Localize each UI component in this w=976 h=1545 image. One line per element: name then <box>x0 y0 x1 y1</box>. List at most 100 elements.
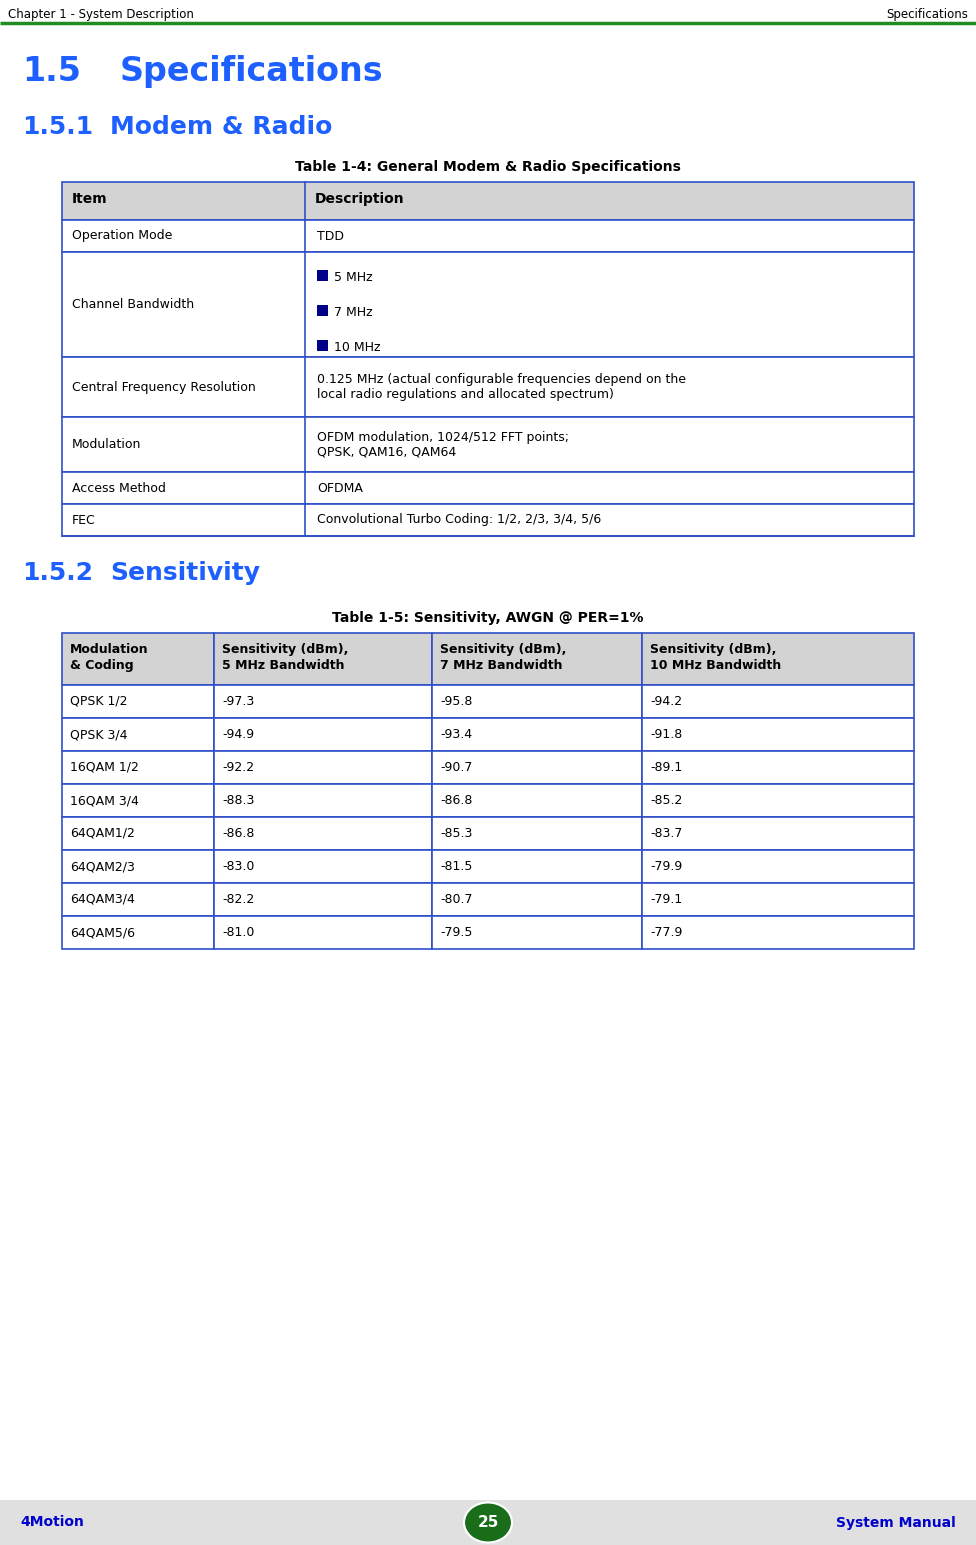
Text: -90.7: -90.7 <box>440 762 472 774</box>
Bar <box>214 850 432 884</box>
Text: Chapter 1 - System Description: Chapter 1 - System Description <box>8 8 194 22</box>
Text: Channel Bandwidth: Channel Bandwidth <box>72 298 194 311</box>
Bar <box>432 633 642 684</box>
Text: Sensitivity: Sensitivity <box>110 561 260 586</box>
Bar <box>214 817 432 850</box>
Text: -83.0: -83.0 <box>222 861 255 873</box>
Bar <box>642 783 914 817</box>
Text: -88.3: -88.3 <box>222 794 255 806</box>
Text: TDD: TDD <box>317 230 344 243</box>
Text: -91.8: -91.8 <box>650 728 682 742</box>
Text: Item: Item <box>72 192 107 205</box>
Bar <box>642 751 914 783</box>
Text: -82.2: -82.2 <box>222 893 255 905</box>
Text: 1.5: 1.5 <box>22 56 81 88</box>
Text: 0.125 MHz (actual configurable frequencies depend on the
local radio regulations: 0.125 MHz (actual configurable frequenci… <box>317 372 686 402</box>
Text: 7 MHz: 7 MHz <box>334 306 373 318</box>
Bar <box>432 718 642 751</box>
Text: Central Frequency Resolution: Central Frequency Resolution <box>72 380 256 394</box>
Text: -81.0: -81.0 <box>222 925 255 939</box>
Bar <box>214 684 432 718</box>
Text: -83.7: -83.7 <box>650 827 682 840</box>
Text: -81.5: -81.5 <box>440 861 472 873</box>
Bar <box>62 916 214 949</box>
Bar <box>62 751 214 783</box>
Text: Specifications: Specifications <box>886 8 968 22</box>
Bar <box>62 817 214 850</box>
Text: Specifications: Specifications <box>120 56 384 88</box>
Text: -85.2: -85.2 <box>650 794 682 806</box>
Text: QPSK 1/2: QPSK 1/2 <box>70 695 128 708</box>
Bar <box>62 182 914 219</box>
Text: -95.8: -95.8 <box>440 695 472 708</box>
Text: QPSK 3/4: QPSK 3/4 <box>70 728 128 742</box>
Bar <box>62 473 914 504</box>
Bar <box>214 916 432 949</box>
Text: Table 1-5: Sensitivity, AWGN @ PER=1%: Table 1-5: Sensitivity, AWGN @ PER=1% <box>332 610 644 626</box>
Bar <box>62 684 214 718</box>
Text: 64QAM3/4: 64QAM3/4 <box>70 893 135 905</box>
Text: -79.9: -79.9 <box>650 861 682 873</box>
Text: 1.5.1: 1.5.1 <box>22 114 93 139</box>
Bar <box>642 850 914 884</box>
Text: -92.2: -92.2 <box>222 762 254 774</box>
Text: Modulation: Modulation <box>72 437 142 451</box>
Bar <box>62 633 214 684</box>
Text: Sensitivity (dBm),
5 MHz Bandwidth: Sensitivity (dBm), 5 MHz Bandwidth <box>222 643 348 672</box>
Bar <box>62 504 914 536</box>
Text: OFDM modulation, 1024/512 FFT points;
QPSK, QAM16, QAM64: OFDM modulation, 1024/512 FFT points; QP… <box>317 431 569 459</box>
Text: Modem & Radio: Modem & Radio <box>110 114 333 139</box>
Text: -94.2: -94.2 <box>650 695 682 708</box>
Ellipse shape <box>464 1502 512 1542</box>
Text: Convolutional Turbo Coding: 1/2, 2/3, 3/4, 5/6: Convolutional Turbo Coding: 1/2, 2/3, 3/… <box>317 513 601 527</box>
Text: Modulation
& Coding: Modulation & Coding <box>70 643 148 672</box>
Bar <box>214 884 432 916</box>
Bar <box>432 817 642 850</box>
Text: 16QAM 1/2: 16QAM 1/2 <box>70 762 139 774</box>
Bar <box>0 1500 976 1545</box>
Bar <box>642 817 914 850</box>
Bar <box>642 718 914 751</box>
Text: 64QAM2/3: 64QAM2/3 <box>70 861 135 873</box>
Bar <box>432 783 642 817</box>
Text: Access Method: Access Method <box>72 482 166 494</box>
Bar <box>432 916 642 949</box>
Bar <box>642 633 914 684</box>
Text: -89.1: -89.1 <box>650 762 682 774</box>
Bar <box>432 850 642 884</box>
Text: -97.3: -97.3 <box>222 695 255 708</box>
Bar <box>432 884 642 916</box>
Bar <box>642 916 914 949</box>
Bar <box>62 783 214 817</box>
Text: Description: Description <box>315 192 405 205</box>
Bar <box>62 884 214 916</box>
Bar <box>317 340 328 351</box>
Text: OFDMA: OFDMA <box>317 482 363 494</box>
Bar <box>62 850 214 884</box>
Text: Sensitivity (dBm),
10 MHz Bandwidth: Sensitivity (dBm), 10 MHz Bandwidth <box>650 643 781 672</box>
Bar <box>62 357 914 417</box>
Text: -94.9: -94.9 <box>222 728 254 742</box>
Text: Operation Mode: Operation Mode <box>72 230 173 243</box>
Text: System Manual: System Manual <box>836 1516 956 1530</box>
Text: -86.8: -86.8 <box>440 794 472 806</box>
Text: -85.3: -85.3 <box>440 827 472 840</box>
Text: 5 MHz: 5 MHz <box>334 270 373 284</box>
Bar <box>62 219 914 252</box>
Bar <box>62 252 914 357</box>
Text: 10 MHz: 10 MHz <box>334 341 381 354</box>
Text: 16QAM 3/4: 16QAM 3/4 <box>70 794 139 806</box>
Text: -79.1: -79.1 <box>650 893 682 905</box>
Text: Table 1-4: General Modem & Radio Specifications: Table 1-4: General Modem & Radio Specifi… <box>295 161 681 175</box>
Text: 25: 25 <box>477 1516 499 1530</box>
Bar <box>642 884 914 916</box>
Bar <box>214 783 432 817</box>
Text: -80.7: -80.7 <box>440 893 472 905</box>
Text: -77.9: -77.9 <box>650 925 682 939</box>
Text: 4Motion: 4Motion <box>20 1516 84 1530</box>
Text: Sensitivity (dBm),
7 MHz Bandwidth: Sensitivity (dBm), 7 MHz Bandwidth <box>440 643 566 672</box>
Bar <box>214 751 432 783</box>
Text: 64QAM1/2: 64QAM1/2 <box>70 827 135 840</box>
Bar <box>317 270 328 281</box>
Bar <box>62 718 214 751</box>
